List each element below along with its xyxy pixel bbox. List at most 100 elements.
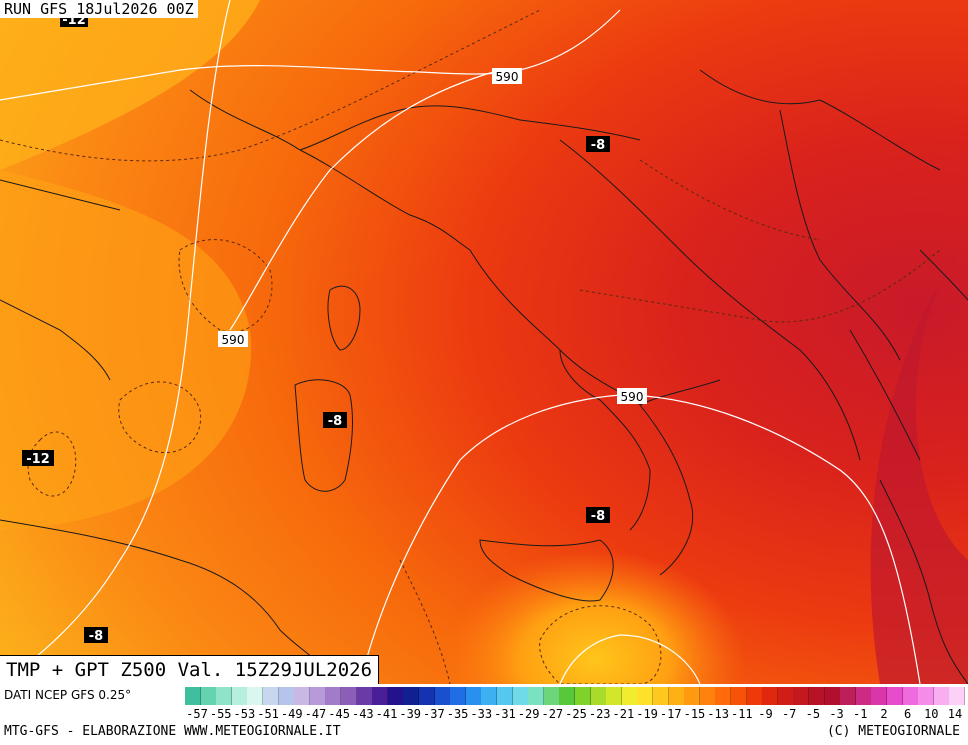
legend-swatch bbox=[590, 687, 607, 705]
legend-tick-label: -33 bbox=[470, 707, 493, 721]
legend-swatch bbox=[263, 687, 280, 705]
geopotential-labels: 590 590 590 bbox=[218, 68, 647, 404]
tmp-label-croatia: -8 bbox=[586, 136, 610, 153]
warm-area-northwest bbox=[0, 0, 260, 170]
legend-swatch bbox=[684, 687, 701, 705]
legend-swatch bbox=[809, 687, 826, 705]
legend-swatch bbox=[543, 687, 560, 705]
legend-swatch bbox=[185, 687, 202, 705]
legend-swatch bbox=[902, 687, 919, 705]
legend-swatch bbox=[403, 687, 420, 705]
legend-swatch bbox=[450, 687, 467, 705]
legend-tick-label: -49 bbox=[280, 707, 303, 721]
svg-text:-8: -8 bbox=[591, 509, 605, 524]
legend-tick-label: -25 bbox=[565, 707, 587, 721]
gpt-label-590-south: 590 bbox=[617, 388, 647, 404]
legend-swatch bbox=[621, 687, 638, 705]
legend-tick-label: -57 bbox=[186, 707, 208, 721]
tmp-label-algeria: -12 bbox=[22, 450, 54, 467]
legend-tick-label: -3 bbox=[829, 707, 844, 721]
legend-tick-label: -1 bbox=[853, 707, 868, 721]
legend-tick-label: -41 bbox=[375, 707, 398, 721]
legend-swatch bbox=[278, 687, 295, 705]
legend-tick-label: -21 bbox=[612, 707, 635, 721]
legend-swatch bbox=[247, 687, 264, 705]
gpt-label-590-west: 590 bbox=[218, 331, 248, 347]
legend-tick-label: 10 bbox=[924, 707, 939, 721]
legend-swatch bbox=[434, 687, 451, 705]
legend-swatch bbox=[294, 687, 311, 705]
legend-swatch bbox=[731, 687, 748, 705]
legend-swatch bbox=[606, 687, 623, 705]
legend-tick-label: -29 bbox=[517, 707, 540, 721]
legend-tick-label: -31 bbox=[494, 707, 516, 721]
legend-swatch bbox=[871, 687, 888, 705]
legend-swatch bbox=[309, 687, 326, 705]
legend-swatch bbox=[949, 687, 966, 705]
footer-copyright: (C) METEOGIORNALE bbox=[826, 724, 960, 739]
legend-swatch bbox=[481, 687, 498, 705]
legend-swatch bbox=[793, 687, 810, 705]
legend-swatch bbox=[419, 687, 436, 705]
svg-text:590: 590 bbox=[496, 70, 519, 84]
legend-tick-label: 2 bbox=[880, 707, 888, 721]
legend-swatch bbox=[840, 687, 857, 705]
legend-tick-label: -39 bbox=[399, 707, 422, 721]
legend-swatch bbox=[762, 687, 779, 705]
legend-swatch bbox=[200, 687, 217, 705]
legend-tick-label: -45 bbox=[328, 707, 350, 721]
legend-swatch bbox=[512, 687, 529, 705]
legend-tick-label: -5 bbox=[805, 707, 821, 721]
color-scale-ticks: -57 -55 -53 -51 -49 -47 -45 -43 -41 -39 -37 -35 -33-… bbox=[185, 707, 965, 721]
legend-swatch bbox=[918, 687, 935, 705]
legend-tick-label: -27 bbox=[541, 707, 564, 721]
validity-title: TMP + GPT Z500 Val. 15Z29JUL2026 bbox=[0, 655, 380, 685]
legend-tick-label: -17 bbox=[659, 707, 682, 721]
legend-swatch bbox=[637, 687, 654, 705]
legend-tick-label: -43 bbox=[351, 707, 374, 721]
svg-text:-8: -8 bbox=[89, 629, 103, 644]
weather-map: 590 590 590 -12 -8 -8 -12 -8 bbox=[0, 0, 968, 684]
legend-tick-label: -51 bbox=[257, 707, 279, 721]
legend-swatch bbox=[497, 687, 514, 705]
warm-core-south bbox=[445, 550, 745, 684]
legend-swatch bbox=[668, 687, 685, 705]
svg-text:-12: -12 bbox=[26, 452, 50, 467]
legend-swatch bbox=[746, 687, 763, 705]
legend-swatch bbox=[216, 687, 233, 705]
footer-credit: MTG-GFS - ELABORAZIONE WWW.METEOGIORNALE… bbox=[4, 724, 341, 739]
legend-tick-label: -55 bbox=[209, 707, 232, 721]
legend-swatch bbox=[715, 687, 732, 705]
legend-swatch bbox=[699, 687, 716, 705]
legend-tick-label: -23 bbox=[588, 707, 611, 721]
color-scale bbox=[185, 687, 966, 707]
legend-swatch bbox=[777, 687, 794, 705]
svg-text:-8: -8 bbox=[328, 414, 342, 429]
legend-swatch bbox=[231, 687, 248, 705]
legend-swatch bbox=[824, 687, 841, 705]
legend-swatch bbox=[887, 687, 904, 705]
legend-tick-label: -53 bbox=[233, 707, 256, 721]
warm-area-west bbox=[0, 170, 252, 530]
isotherms bbox=[0, 9, 941, 684]
run-info: RUN GFS 18Jul2026 00Z bbox=[0, 0, 198, 18]
legend-swatch bbox=[341, 687, 358, 705]
legend-swatch bbox=[575, 687, 592, 705]
legend-swatch bbox=[855, 687, 872, 705]
legend-tick-label: -37 bbox=[423, 707, 445, 721]
legend-swatch bbox=[387, 687, 404, 705]
legend-swatch bbox=[465, 687, 482, 705]
legend-swatch bbox=[528, 687, 545, 705]
legend-swatch bbox=[559, 687, 576, 705]
legend-tick-label: -35 bbox=[446, 707, 469, 721]
svg-text:590: 590 bbox=[621, 390, 644, 404]
legend-tick-label: -7 bbox=[781, 707, 797, 721]
tmp-label-sardinia: -8 bbox=[323, 412, 347, 429]
tmp-label-sicily: -8 bbox=[586, 507, 610, 524]
legend-tick-label: 6 bbox=[904, 707, 912, 721]
legend-tick-label: -13 bbox=[707, 707, 729, 721]
hot-area-east bbox=[870, 250, 968, 684]
gpt-label-590-north: 590 bbox=[492, 68, 522, 84]
legend-tick-label: -15 bbox=[683, 707, 706, 721]
svg-text:-8: -8 bbox=[591, 138, 605, 153]
